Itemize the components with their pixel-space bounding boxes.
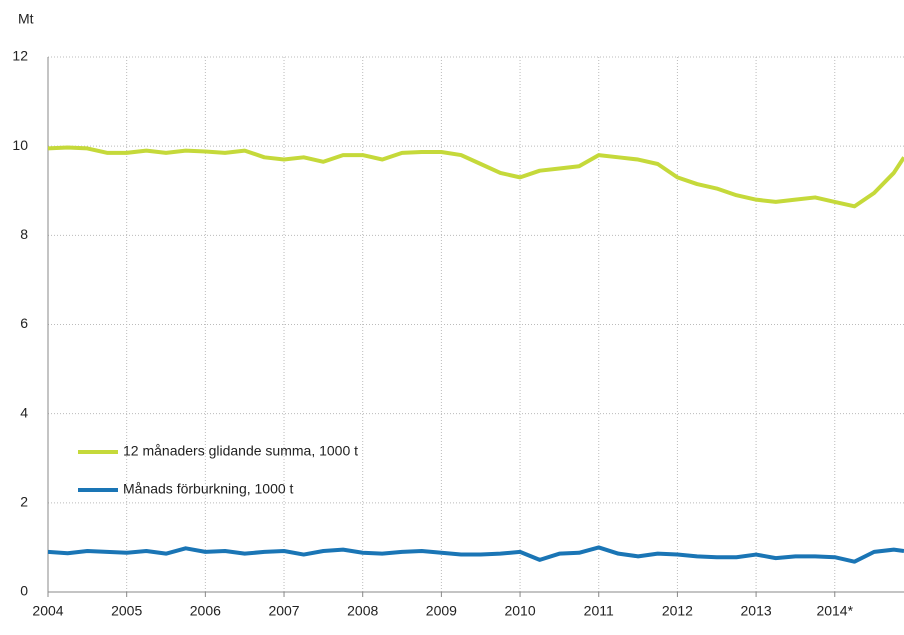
y-tick-label: 2 xyxy=(20,494,28,510)
x-tick-label: 2010 xyxy=(504,603,535,619)
y-tick-label: 8 xyxy=(20,226,28,242)
x-tick-label: 2009 xyxy=(426,603,457,619)
x-tick-label: 2004 xyxy=(32,603,63,619)
x-tick-label: 2014* xyxy=(816,603,853,619)
x-tick-label: 2012 xyxy=(662,603,693,619)
x-tick-label: 2013 xyxy=(741,603,772,619)
series-line xyxy=(47,145,904,209)
x-tick-label: 2007 xyxy=(268,603,299,619)
y-tick-label: 4 xyxy=(20,404,28,420)
series-line xyxy=(47,545,904,564)
y-tick-label: 0 xyxy=(20,583,28,599)
legend-label: Månads förburkning, 1000 t xyxy=(123,481,294,497)
x-tick-label: 2011 xyxy=(584,603,614,619)
y-tick-label: 6 xyxy=(20,315,28,331)
x-tick-label: 2005 xyxy=(111,603,142,619)
y-axis-label: Mt xyxy=(18,11,34,27)
y-tick-label: 10 xyxy=(12,137,28,153)
x-tick-label: 2008 xyxy=(347,603,378,619)
legend-label: 12 månaders glidande summa, 1000 t xyxy=(123,443,358,459)
y-tick-label: 12 xyxy=(12,48,28,64)
x-tick-label: 2006 xyxy=(190,603,221,619)
